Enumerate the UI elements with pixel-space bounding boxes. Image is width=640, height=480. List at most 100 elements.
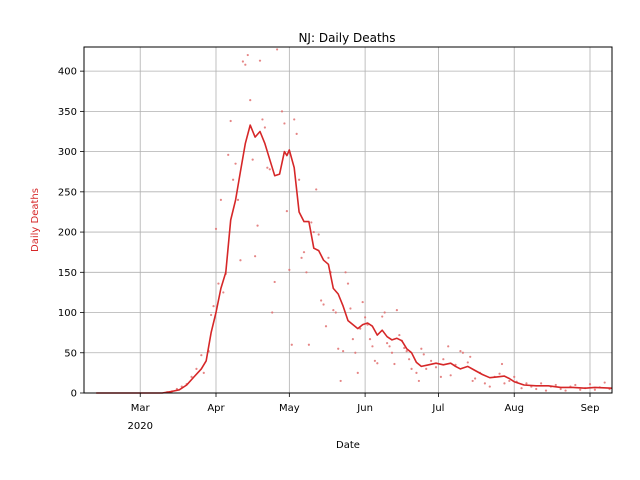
x-tick-label: Apr — [207, 403, 225, 414]
scatter-point — [354, 351, 357, 354]
scatter-point — [251, 158, 254, 161]
series-line — [96, 124, 613, 394]
y-tick-label: 150 — [58, 268, 77, 279]
scatter-point — [525, 382, 528, 385]
scatter-point — [371, 345, 374, 348]
scatter-point — [459, 350, 462, 353]
scatter-point — [579, 388, 582, 391]
y-tick-label: 200 — [58, 228, 77, 239]
plot-area — [83, 46, 613, 394]
x-tick-label: Mar — [131, 403, 151, 414]
scatter-point — [232, 178, 235, 181]
grid — [84, 47, 612, 394]
scatter-point — [425, 367, 428, 370]
scatter-point — [559, 387, 562, 391]
y-axis: 0 50 100 150 200 250 300 350 400 — [58, 67, 84, 400]
scatter-point — [298, 178, 301, 181]
scatter-point — [249, 99, 252, 102]
scatter-point — [300, 256, 303, 259]
x-tick-label: Jun — [356, 403, 373, 414]
scatter-point — [285, 210, 288, 213]
scatter-point — [334, 311, 337, 314]
scatter-point — [324, 325, 328, 328]
scatter-point — [593, 388, 596, 391]
scatter-point — [408, 358, 411, 361]
scatter-point — [469, 355, 472, 358]
x-axis: Mar 2020 Apr May Jun Jul Aug Sep — [127, 393, 599, 432]
scatter-point — [293, 118, 296, 121]
scatter-point — [258, 59, 262, 62]
scatter-point — [376, 362, 379, 365]
scatter-point — [322, 303, 325, 306]
scatter-point — [488, 385, 491, 388]
scatter-point — [471, 379, 474, 383]
scatter-point — [564, 389, 567, 392]
scatter-point — [317, 233, 320, 236]
scatter-point — [315, 188, 318, 191]
scatter-point — [222, 291, 225, 294]
scatter-point — [295, 132, 298, 136]
scatter-point — [219, 198, 222, 201]
scatter-point — [405, 350, 408, 353]
scatter-point — [327, 256, 330, 259]
scatter-point — [508, 379, 511, 383]
scatter-point — [442, 358, 445, 361]
scatter-point — [554, 383, 557, 387]
scatter-point — [383, 311, 386, 314]
scatter-point — [356, 371, 359, 374]
scatter-point — [498, 372, 501, 375]
scatter-point — [273, 280, 276, 284]
scatter-point — [271, 311, 274, 314]
scatter-point — [368, 337, 372, 341]
scatter-point — [268, 168, 271, 171]
scatter-point — [386, 342, 389, 345]
scatter-point — [364, 316, 367, 319]
scatter-point — [410, 367, 413, 370]
scatter-point — [520, 387, 523, 390]
y-tick-label: 300 — [58, 147, 77, 158]
scatter-point — [244, 63, 247, 66]
scatter-point — [195, 367, 198, 370]
scatter-point — [513, 375, 516, 379]
y-tick-label: 100 — [58, 308, 77, 319]
scatter-point — [346, 282, 350, 285]
x-tick-label: Aug — [504, 403, 524, 414]
scatter-point — [461, 351, 464, 354]
scatter-point — [266, 166, 269, 169]
x-tick-label: Jul — [431, 403, 444, 414]
scatter-point — [466, 361, 469, 364]
x-tick-label: May — [279, 403, 300, 414]
scatter-point — [603, 381, 606, 384]
scatter-point — [474, 377, 477, 380]
scatter-point — [361, 300, 364, 304]
scatter-point — [337, 347, 340, 350]
scatter-point — [246, 53, 249, 57]
scatter-point — [332, 309, 335, 312]
scatter-point — [229, 119, 232, 123]
scatter-point — [261, 118, 264, 121]
scatter-point — [449, 374, 452, 377]
scatter-point — [280, 110, 284, 113]
scatter-point — [339, 379, 342, 383]
scatter-point — [227, 153, 230, 156]
scatter-point — [234, 162, 237, 165]
scatter-point — [500, 362, 504, 366]
x-tick-sublabel: 2020 — [127, 421, 152, 432]
y-tick-label: 400 — [58, 67, 77, 78]
scatter-point — [288, 268, 291, 271]
scatter-point — [310, 221, 313, 224]
scatter-point — [200, 354, 203, 357]
y-tick-label: 350 — [58, 107, 77, 118]
y-tick-label: 50 — [64, 348, 77, 359]
scatter-point — [202, 371, 205, 374]
scatter-point — [305, 271, 308, 274]
scatter-point — [312, 230, 315, 234]
scatter-point — [483, 382, 486, 385]
scatter-point — [535, 387, 538, 391]
scatter-point — [241, 60, 244, 63]
scatter-point — [420, 347, 423, 350]
scatter-point — [393, 362, 396, 366]
x-axis-label: Date — [336, 440, 360, 451]
